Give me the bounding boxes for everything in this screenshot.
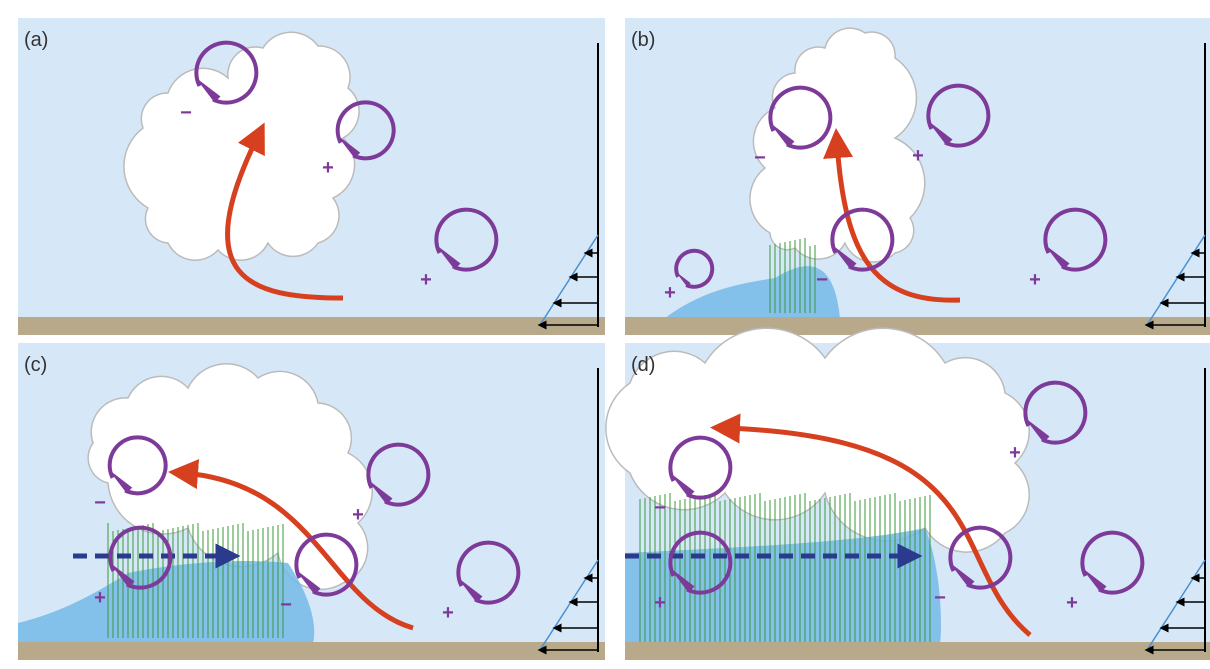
vortex-sign: + xyxy=(664,282,676,304)
vortex-sign: − xyxy=(754,147,766,169)
vortex-sign: + xyxy=(94,587,106,609)
ground xyxy=(18,317,605,335)
vortex-sign: − xyxy=(180,102,192,124)
panel-label: (a) xyxy=(24,29,48,51)
ground xyxy=(18,642,605,660)
vortex-sign: + xyxy=(1029,269,1041,291)
vortex-sign: − xyxy=(816,269,828,291)
vortex-sign: − xyxy=(280,594,292,616)
vortex-sign: + xyxy=(420,269,432,291)
panel: (a) − + + xyxy=(18,18,605,335)
ground xyxy=(625,642,1210,660)
ground xyxy=(625,317,1210,335)
vortex-sign: + xyxy=(654,592,666,614)
panel: (d) − + − + + xyxy=(606,328,1210,660)
vortex-sign: − xyxy=(94,492,106,514)
vortex-sign: + xyxy=(442,602,454,624)
vortex-sign: + xyxy=(1066,592,1078,614)
panel: (c) − + − + + xyxy=(18,343,605,660)
panel: (b) + − − + + xyxy=(625,18,1210,335)
panel-label: (c) xyxy=(24,354,47,376)
panel-label: (b) xyxy=(631,29,655,51)
vortex-sign: − xyxy=(654,497,666,519)
vortex-sign: − xyxy=(934,587,946,609)
panel-label: (d) xyxy=(631,354,655,376)
figure: (a) − + + (b) + − − + + (c) − + − + + (d) − + − + + xyxy=(0,0,1210,669)
vortex-sign: + xyxy=(1009,442,1021,464)
vortex-sign: + xyxy=(322,157,334,179)
vortex-sign: + xyxy=(352,504,364,526)
vortex-sign: + xyxy=(912,145,924,167)
